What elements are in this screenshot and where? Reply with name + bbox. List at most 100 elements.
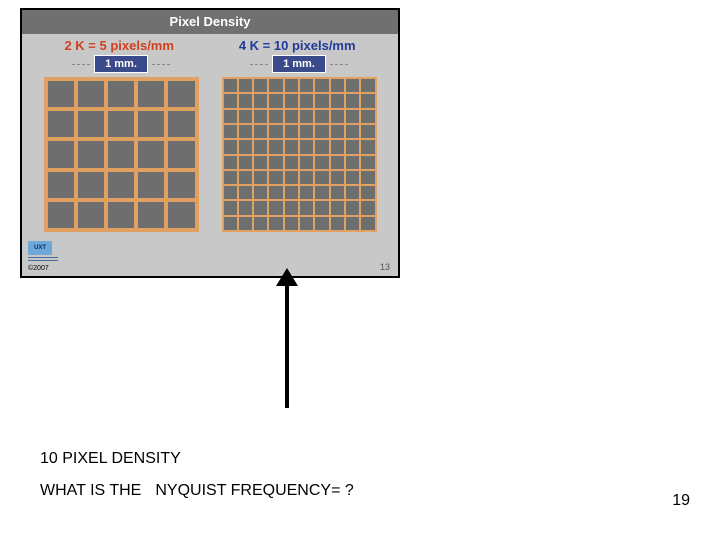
grid-cell: [239, 125, 252, 138]
grid-cell: [224, 140, 237, 153]
grid-cell: [239, 201, 252, 214]
grid-cell: [361, 201, 374, 214]
grid-cell: [138, 202, 164, 228]
grid-cell: [346, 140, 359, 153]
caption-line-2a: WHAT IS THE: [40, 482, 141, 499]
grid-cell: [254, 140, 267, 153]
grid-cell: [331, 94, 344, 107]
grid-cell: [239, 171, 252, 184]
grid-cell: [269, 94, 282, 107]
grid-cell: [361, 125, 374, 138]
logo-underline-2: [28, 260, 58, 261]
grid-cell: [78, 141, 104, 167]
grid-cell: [331, 186, 344, 199]
grid-cell: [239, 94, 252, 107]
slide-title: Pixel Density: [22, 10, 398, 34]
grid-cell: [361, 217, 374, 230]
logo-underline-1: [28, 257, 58, 258]
grid-cell: [224, 171, 237, 184]
grid-cell: [168, 202, 194, 228]
arrow-shaft: [285, 278, 289, 408]
grid-cell: [48, 111, 74, 137]
grid-cell: [138, 111, 164, 137]
grid-cell: [254, 171, 267, 184]
grid-cell: [285, 171, 298, 184]
grid-cell: [138, 81, 164, 107]
grid-cell: [224, 217, 237, 230]
grid-cell: [168, 81, 194, 107]
grid-cell: [361, 156, 374, 169]
grid-cell: [269, 171, 282, 184]
grid-cell: [315, 94, 328, 107]
grid-cell: [108, 81, 134, 107]
grid-cell: [346, 171, 359, 184]
mm-badge-left: 1 mm.: [94, 55, 148, 73]
grid-cell: [285, 156, 298, 169]
grid-cell: [285, 125, 298, 138]
grid-cell: [239, 156, 252, 169]
grid-cell: [78, 172, 104, 198]
grid-cell: [315, 125, 328, 138]
grid-cell: [361, 94, 374, 107]
mm-badge-right: 1 mm.: [272, 55, 326, 73]
grid-cell: [315, 110, 328, 123]
grid-cell: [168, 172, 194, 198]
mm-dash-left-b: [152, 64, 170, 65]
grid-cell: [254, 186, 267, 199]
caption-line-2b: NYQUIST FREQUENCY= ?: [155, 482, 353, 499]
mm-right-wrap: 1 mm.: [250, 55, 348, 73]
grid-cell: [269, 125, 282, 138]
grid-cell: [285, 94, 298, 107]
grids-row: [22, 77, 398, 232]
grid-cell: [254, 156, 267, 169]
grid-cell: [269, 110, 282, 123]
pixel-density-slide: Pixel Density 2 K = 5 pixels/mm 4 K = 10…: [20, 8, 400, 278]
grid-cell: [315, 186, 328, 199]
grid-cell: [361, 171, 374, 184]
grid-cell: [300, 186, 313, 199]
grid-cell: [331, 79, 344, 92]
grid-cell: [78, 202, 104, 228]
grid-cell: [331, 171, 344, 184]
grid-cell: [346, 94, 359, 107]
grid-cell: [331, 125, 344, 138]
grid-cell: [269, 201, 282, 214]
grid-cell: [346, 110, 359, 123]
grid-cell: [300, 140, 313, 153]
grid-cell: [168, 111, 194, 137]
grid-cell: [300, 217, 313, 230]
label-2k: 2 K = 5 pixels/mm: [64, 38, 173, 53]
grid-cell: [285, 217, 298, 230]
slide-footer-left: UXT ©2007: [28, 241, 58, 272]
grid-cell: [239, 79, 252, 92]
grid-cell: [331, 140, 344, 153]
grid-cell: [254, 125, 267, 138]
grid-cell: [300, 201, 313, 214]
grid-cell: [300, 79, 313, 92]
mm-badges-row: 1 mm. 1 mm.: [22, 55, 398, 77]
grid-cell: [78, 81, 104, 107]
grid-cell: [315, 171, 328, 184]
grid-cell: [300, 110, 313, 123]
grid-cell: [224, 125, 237, 138]
grid-cell: [224, 156, 237, 169]
copyright-text: ©2007: [28, 265, 49, 272]
grid-cell: [108, 111, 134, 137]
caption-line-2: WHAT IS THE NYQUIST FREQUENCY= ?: [40, 482, 354, 500]
page-number: 19: [672, 492, 690, 510]
grid-cell: [269, 140, 282, 153]
grid-cell: [361, 186, 374, 199]
grid-cell: [346, 79, 359, 92]
grid-cell: [108, 141, 134, 167]
grid-cell: [224, 201, 237, 214]
grid-cell: [239, 217, 252, 230]
grid-cell: [108, 172, 134, 198]
grid-cell: [285, 186, 298, 199]
grid-cell: [300, 171, 313, 184]
grid-10x10: [222, 77, 377, 232]
grid-5x5: [44, 77, 199, 232]
grid-cell: [224, 110, 237, 123]
grid-cell: [285, 110, 298, 123]
grid-cell: [285, 140, 298, 153]
grid-cell: [346, 201, 359, 214]
